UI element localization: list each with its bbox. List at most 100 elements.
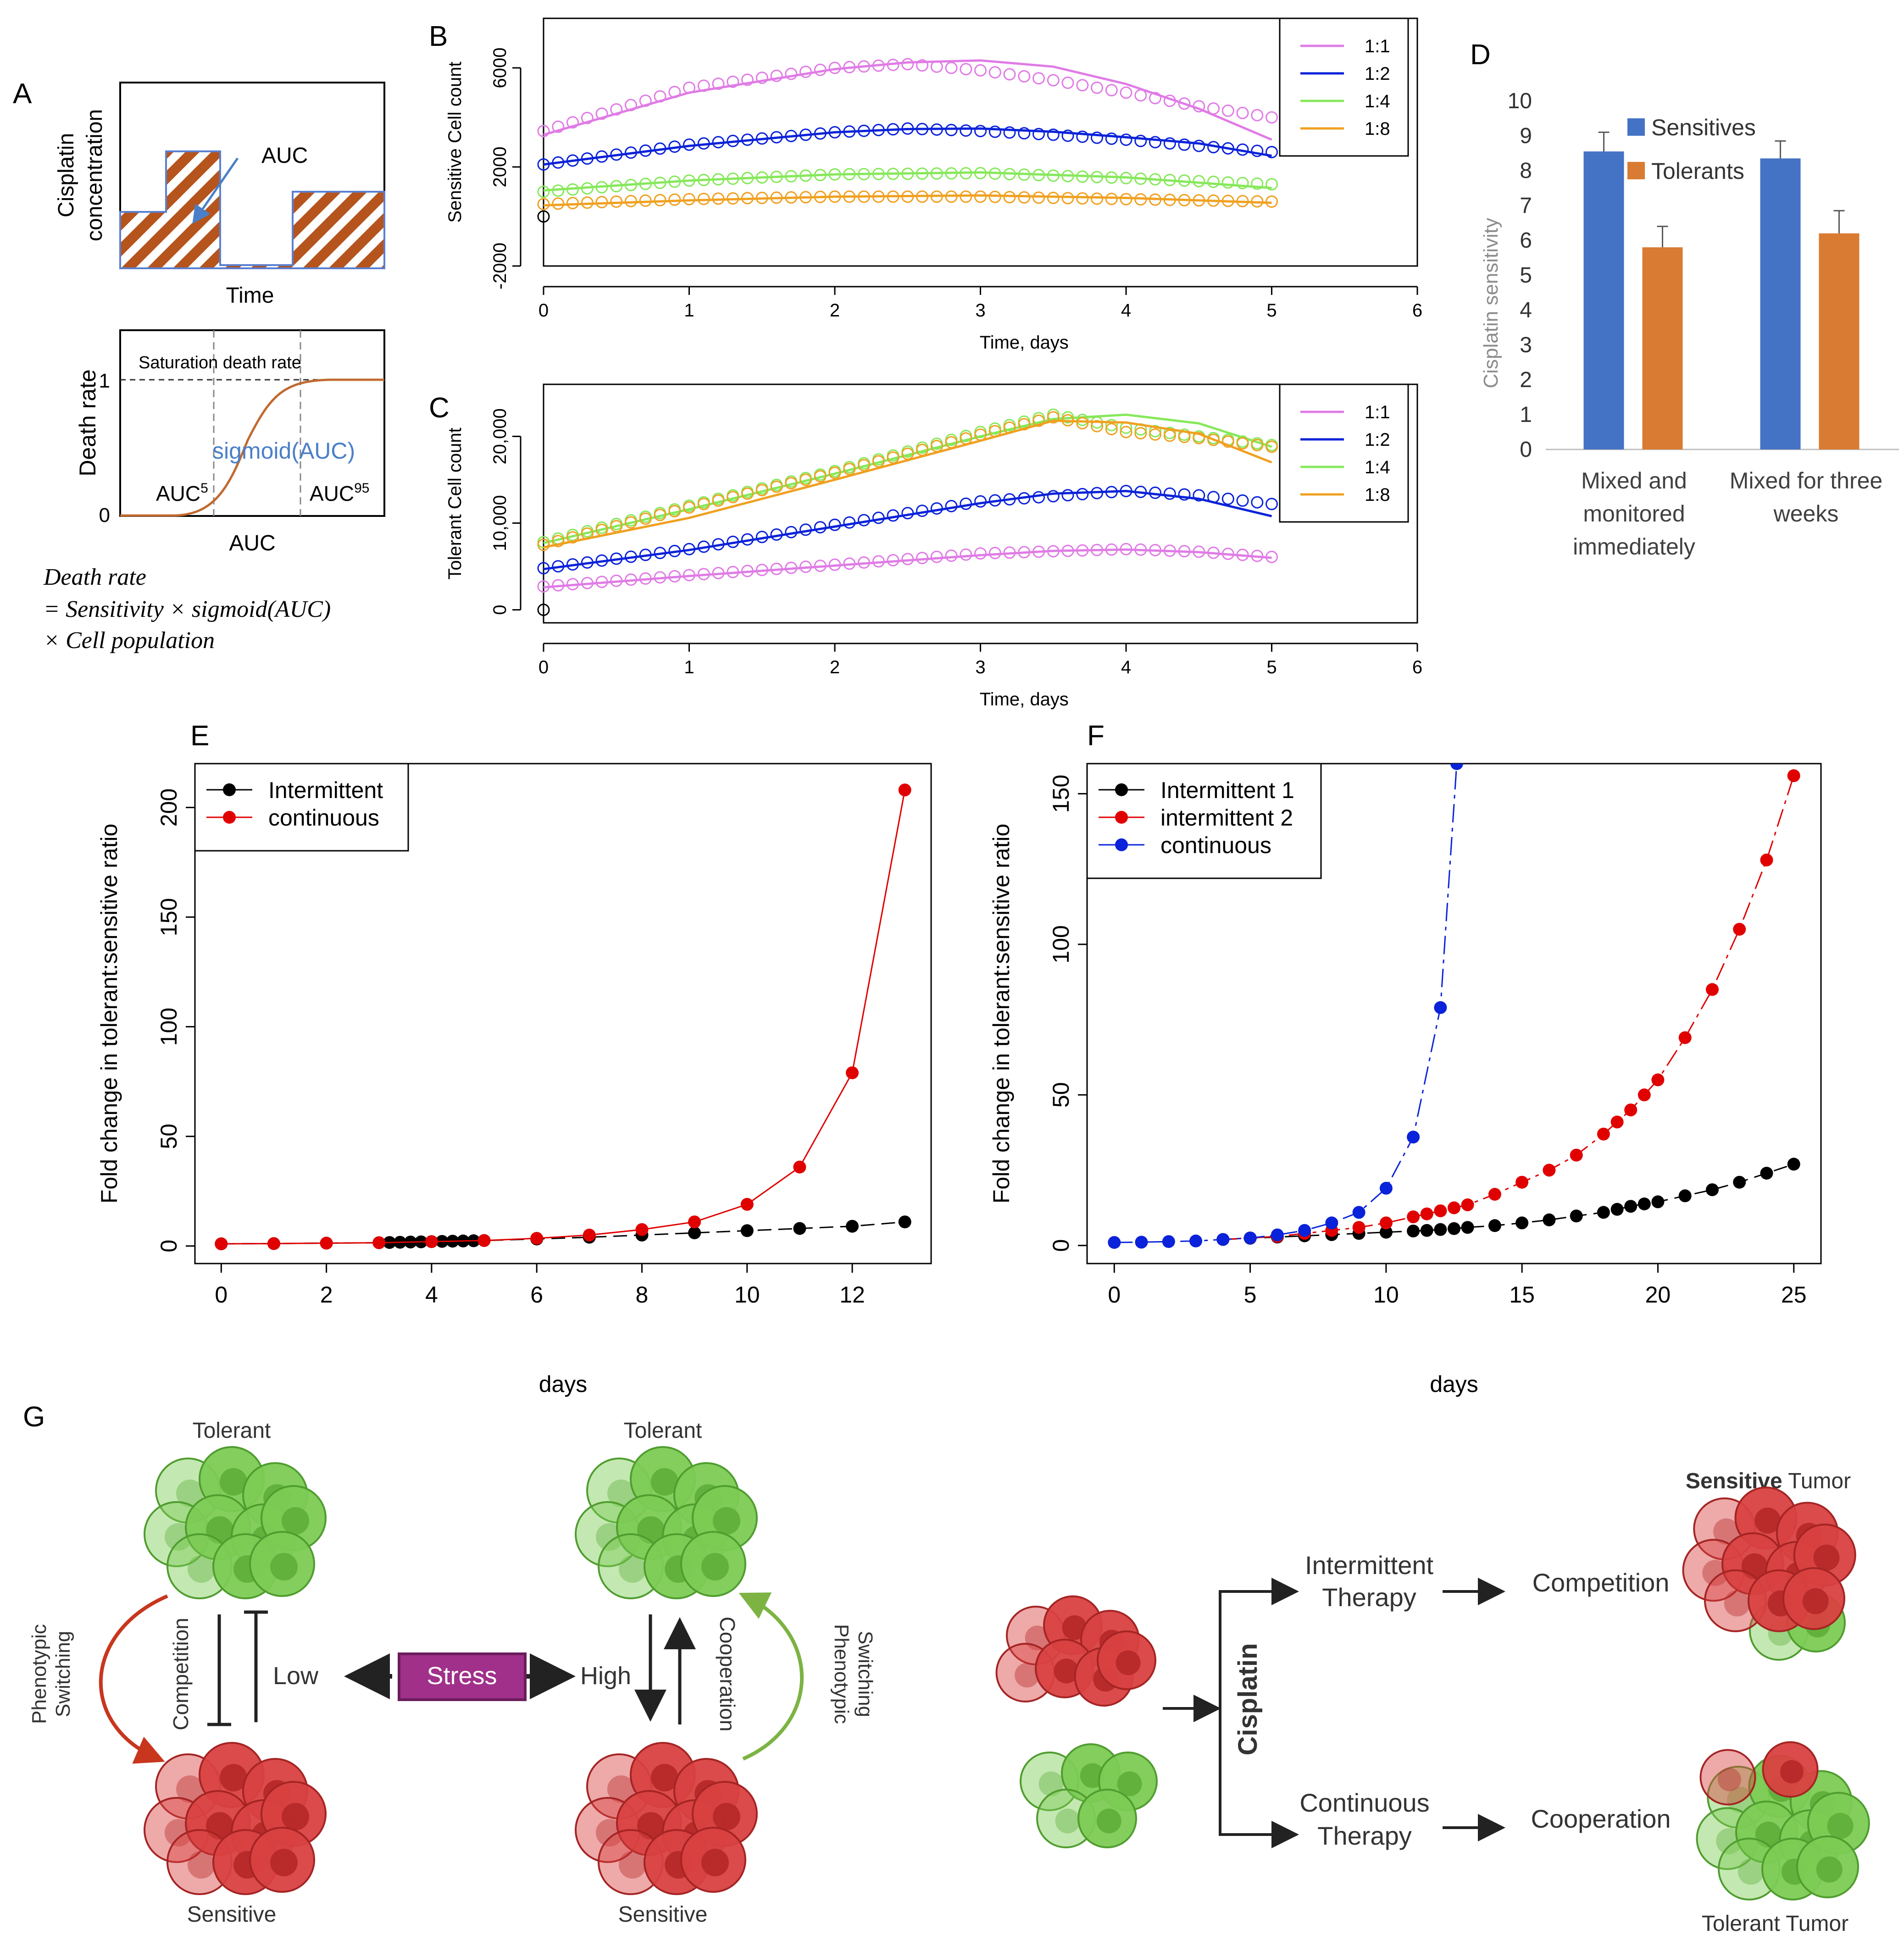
data-point: [1407, 1225, 1420, 1238]
legend-label: Intermittent: [268, 777, 383, 803]
g-phenotypic-right-1: Phenotypic: [830, 1624, 853, 1724]
obs-point: [916, 167, 928, 180]
data-point: [688, 1215, 701, 1229]
obs-point: [537, 538, 550, 551]
obs-point: [1091, 420, 1103, 432]
obs-point: [625, 550, 637, 563]
legend-box: [194, 763, 409, 852]
obs-point: [741, 133, 754, 146]
obs-point: [887, 190, 899, 203]
obs-point: [537, 562, 550, 575]
x-tick-label: 25: [1781, 1282, 1807, 1308]
obs-point: [887, 167, 899, 180]
data-point: [1434, 1223, 1447, 1236]
obs-point: [727, 491, 739, 504]
g-sensitive-right-cluster: [575, 1742, 758, 1895]
g-mixed-tumor-cluster: [995, 1595, 1158, 1848]
legend-swatch: [1627, 162, 1645, 179]
obs-point: [1061, 489, 1074, 502]
cell-nucleus: [1054, 1658, 1079, 1684]
data-point: [793, 1160, 806, 1174]
x-tick-label: 8: [636, 1282, 649, 1308]
cell-nucleus: [713, 1507, 740, 1535]
obs-point: [1120, 426, 1132, 438]
obs-point: [1221, 176, 1234, 189]
obs-point: [566, 578, 579, 591]
obs-point: [639, 194, 652, 207]
cell-nucleus: [619, 1851, 646, 1879]
obs-point: [1251, 438, 1264, 451]
data-point: [530, 1232, 544, 1245]
g-therapy-2-label: Therapy: [1317, 1821, 1411, 1850]
category-label: monitored: [1583, 501, 1685, 527]
cell-nucleus: [1754, 1507, 1781, 1534]
cell-nucleus: [619, 1555, 646, 1583]
obs-point: [901, 58, 914, 71]
panel-label-g: G: [23, 1401, 45, 1433]
g-outcome-competition: Competition: [1532, 1568, 1670, 1597]
obs-point: [1047, 169, 1060, 182]
obs-point: [697, 79, 710, 92]
obs-point: [1003, 68, 1016, 81]
x-axis-label: days: [539, 1371, 588, 1397]
obs-point: [828, 168, 841, 181]
data-point: [1570, 1209, 1583, 1223]
obs-point-origin: [537, 604, 550, 616]
obs-point: [1178, 138, 1191, 151]
legend-label: 1:1: [1365, 402, 1390, 422]
obs-point: [654, 509, 666, 521]
bar-sensitives: [1583, 151, 1624, 449]
g-tolerant-right-label: Tolerant: [624, 1419, 702, 1443]
obs-point: [1032, 191, 1045, 204]
data-point: [1706, 983, 1719, 996]
obs-point: [668, 505, 681, 518]
obs-point: [785, 526, 798, 538]
obs-point: [1047, 192, 1060, 204]
obs-point: [1193, 175, 1205, 188]
y-axis-label: Fold change in tolerant:sensitive ratio: [988, 824, 1014, 1203]
a-tick-1: 1: [99, 370, 110, 392]
obs-point: [1236, 177, 1249, 189]
obs-point: [654, 142, 666, 155]
legend-label: 1:8: [1365, 119, 1390, 139]
plot-frame: [543, 383, 1418, 624]
y-tick-label: 0: [1048, 1239, 1074, 1252]
obs-point: [930, 502, 943, 515]
obs-point: [988, 547, 1001, 560]
obs-point: [1091, 543, 1103, 556]
fit-line-1-8: [543, 194, 1272, 207]
cell-nucleus: [1117, 1771, 1142, 1796]
data-point: [1678, 1189, 1692, 1203]
obs-point: [814, 169, 827, 182]
obs-point: [1266, 195, 1278, 208]
obs-point: [1221, 435, 1234, 448]
obs-point: [1266, 498, 1278, 510]
obs-point: [872, 190, 885, 203]
fit-line-1-8: [543, 419, 1272, 549]
obs-point: [1149, 486, 1161, 499]
obs-point: [1134, 427, 1147, 440]
x-tick-label: 5: [1266, 300, 1277, 321]
obs-point: [654, 571, 666, 584]
obs-point: [814, 127, 827, 140]
g-stress-label: Stress: [427, 1662, 497, 1690]
y-tick-label: 10: [1508, 89, 1532, 113]
data-point: [1570, 1148, 1583, 1162]
obs-point: [785, 130, 798, 142]
y-tick-label: 150: [156, 898, 182, 936]
cell-nucleus: [1727, 1786, 1754, 1813]
obs-point: [566, 558, 579, 571]
obs-point: [1149, 92, 1161, 105]
data-point: [1787, 769, 1800, 782]
obs-point: [537, 125, 550, 138]
obs-point: [1207, 175, 1220, 188]
obs-point: [1163, 429, 1176, 442]
obs-point: [625, 516, 637, 529]
obs-point: [625, 99, 637, 111]
a-top-xlabel: Time: [226, 283, 274, 308]
g-sensitive-left-label: Sensitive: [187, 1902, 277, 1927]
obs-point: [872, 455, 885, 468]
obs-point: [1251, 549, 1264, 562]
obs-point: [945, 167, 958, 180]
obs-point: [1018, 191, 1031, 204]
